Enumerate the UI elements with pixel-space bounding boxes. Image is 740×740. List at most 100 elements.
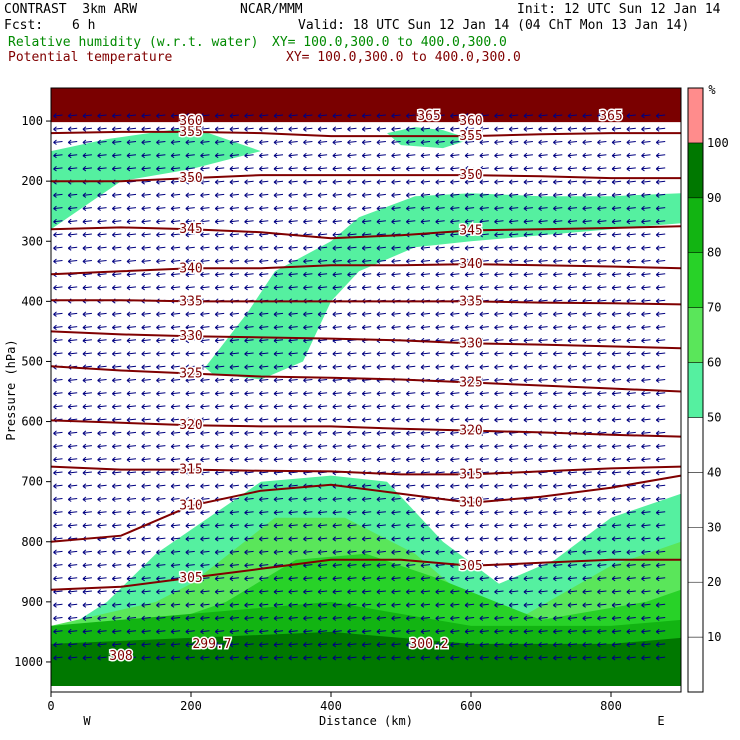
wind-vector <box>126 311 137 317</box>
wind-vector <box>655 496 666 502</box>
wind-vector <box>141 549 151 555</box>
wind-vector <box>317 390 328 397</box>
wind-vector <box>156 285 166 291</box>
wind-vector <box>567 218 578 225</box>
wind-vector <box>641 549 651 555</box>
wind-vector <box>567 549 578 555</box>
wind-vector <box>582 443 592 450</box>
wind-vector <box>405 456 416 463</box>
wind-vector <box>288 642 298 648</box>
colorbar-swatch <box>687 527 704 583</box>
wind-vector <box>332 139 342 145</box>
wind-vector <box>288 523 298 529</box>
theta-contour-305 <box>50 558 681 591</box>
wind-vector <box>273 245 284 251</box>
wind-vector <box>464 655 475 661</box>
wind-vector <box>258 218 269 225</box>
wind-vector <box>214 655 225 661</box>
wind-vector <box>376 509 386 516</box>
wind-vector <box>303 139 313 145</box>
wind-vector <box>552 509 563 516</box>
wind-vector <box>611 549 622 555</box>
wind-vector <box>141 205 151 212</box>
wind-vector <box>67 285 78 291</box>
wind-vector <box>332 113 342 119</box>
wind-vector <box>67 166 78 172</box>
wind-vector <box>582 232 592 238</box>
wind-vector <box>200 470 210 476</box>
wind-vector <box>244 205 254 212</box>
wind-vector <box>508 655 519 661</box>
theta-contour-label: 355 <box>179 125 202 140</box>
wind-vector <box>111 245 122 251</box>
wind-vector <box>538 179 548 185</box>
wind-vector <box>626 232 636 238</box>
wind-vector <box>494 152 504 159</box>
wind-vector <box>170 179 181 185</box>
wind-vector <box>626 139 636 145</box>
wind-vector <box>582 271 592 278</box>
wind-vector <box>244 324 254 331</box>
wind-vector <box>67 443 78 450</box>
wind-vector <box>494 443 504 450</box>
wind-vector <box>464 549 475 555</box>
wind-vector <box>361 113 372 119</box>
wind-vector <box>523 589 533 595</box>
wind-vector <box>258 311 269 317</box>
wind-vector <box>347 126 357 132</box>
wind-vector <box>200 562 210 569</box>
y-tick-label: 700 <box>21 475 43 489</box>
wind-vector <box>538 364 548 370</box>
wind-vector <box>391 245 401 251</box>
wind-vector <box>391 126 401 132</box>
wind-vector <box>450 218 460 225</box>
wind-vector <box>567 390 578 397</box>
wind-vector <box>288 390 298 397</box>
y-axis-title: Pressure (hPa) <box>4 339 18 440</box>
wind-vector <box>214 483 225 489</box>
wind-vector <box>494 311 504 317</box>
wind-vector <box>405 324 416 331</box>
wind-vector <box>200 602 210 608</box>
wind-vector <box>141 113 151 119</box>
wind-vector <box>303 351 313 357</box>
wind-vector <box>508 589 519 595</box>
wind-vector <box>567 496 578 502</box>
wind-vector <box>53 152 63 159</box>
wind-vector <box>317 324 328 331</box>
wind-vector <box>567 126 578 132</box>
wind-vector <box>303 364 313 370</box>
wind-vector <box>538 443 548 450</box>
wind-vector <box>126 575 137 582</box>
wind-vector <box>464 245 475 251</box>
wind-vector <box>450 456 460 463</box>
wind-vector <box>200 232 210 238</box>
wind-vector <box>126 615 137 621</box>
wind-vector <box>53 218 63 225</box>
wind-vector <box>141 562 151 569</box>
wind-vector <box>303 166 313 172</box>
wind-vector <box>200 126 210 132</box>
wind-vector <box>420 628 431 635</box>
wind-vector <box>361 642 372 648</box>
wind-vector <box>229 509 239 516</box>
wind-vector <box>332 602 342 608</box>
wind-vector <box>552 390 563 397</box>
wind-vector <box>435 523 445 529</box>
wind-vector <box>126 218 137 225</box>
colorbar-swatch <box>687 417 704 473</box>
wind-vector <box>200 443 210 450</box>
wind-vector <box>97 218 107 225</box>
wind-vector <box>170 232 181 238</box>
wind-vector <box>523 152 533 159</box>
wind-vector <box>655 139 666 145</box>
wind-vector <box>67 232 78 238</box>
wind-vector <box>53 324 63 331</box>
wind-vector <box>156 377 166 383</box>
wind-vector <box>626 152 636 159</box>
wind-vector <box>111 589 122 595</box>
wind-vector <box>450 139 460 145</box>
wind-vector <box>214 337 225 344</box>
wind-vector <box>97 575 107 582</box>
